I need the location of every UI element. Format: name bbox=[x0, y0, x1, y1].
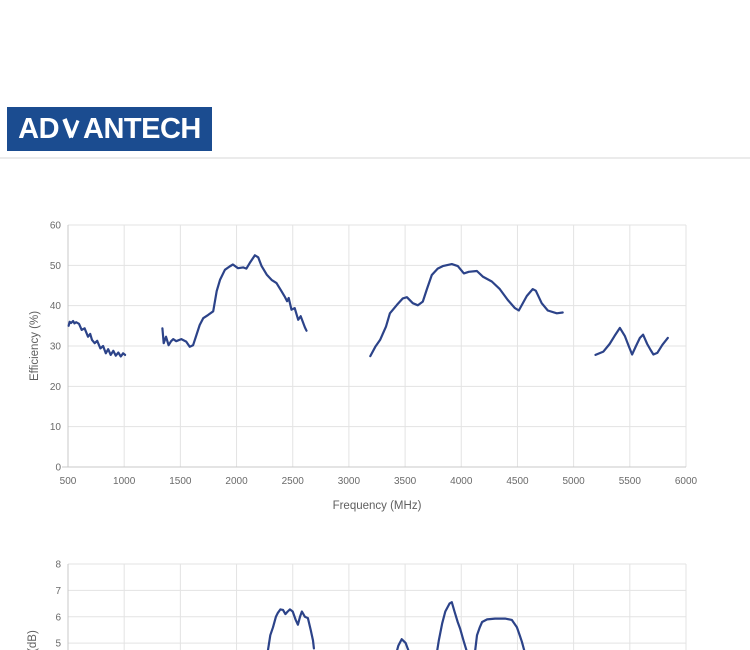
series-line-segment bbox=[369, 263, 564, 358]
y-tick-label: 30 bbox=[50, 342, 62, 353]
x-tick-label: 2000 bbox=[225, 476, 248, 487]
series-line-segment bbox=[396, 638, 410, 650]
x-tick-label: 2500 bbox=[282, 476, 305, 487]
x-tick-label: 4500 bbox=[506, 476, 529, 487]
series-line-segment bbox=[594, 326, 669, 356]
logo-text-right: ANTECH bbox=[83, 112, 201, 145]
y-axis-title: Efficiency (%) bbox=[29, 311, 41, 381]
advantech-logo: AD ANTECH bbox=[7, 107, 212, 151]
x-tick-label: 6000 bbox=[675, 476, 698, 487]
x-tick-label: 500 bbox=[60, 476, 77, 487]
y-tick-label: 40 bbox=[50, 301, 62, 312]
logo-v-mark-icon bbox=[62, 117, 80, 138]
x-axis-title: Frequency (MHz) bbox=[333, 500, 422, 512]
y-tick-label: 50 bbox=[50, 261, 62, 272]
y-tick-label: 0 bbox=[55, 463, 61, 474]
x-tick-label: 1000 bbox=[113, 476, 136, 487]
gain-chart: 5001000150020002500300035004000450050005… bbox=[27, 560, 687, 650]
series-line-segment bbox=[436, 601, 468, 650]
x-tick-label: 3000 bbox=[338, 476, 361, 487]
y-tick-label: 10 bbox=[50, 422, 62, 433]
series-line-segment bbox=[67, 319, 127, 358]
x-tick-label: 3500 bbox=[394, 476, 417, 487]
y-tick-label: 7 bbox=[55, 586, 61, 597]
efficiency-chart: 500 1000 1500 2000 2500 3000 3500 4000 4500 5000 5… bbox=[29, 221, 698, 513]
x-tick-label: 5500 bbox=[619, 476, 642, 487]
x-tick-label: 1500 bbox=[169, 476, 192, 487]
series-line-segment bbox=[474, 617, 526, 650]
header-divider bbox=[0, 157, 750, 159]
y-tick-label: 6 bbox=[55, 612, 61, 623]
x-tick-label: 5000 bbox=[563, 476, 586, 487]
series-line-segment bbox=[266, 608, 315, 650]
y-axis-title: Peak Gain (dB) bbox=[27, 630, 39, 650]
y-tick-label: 20 bbox=[50, 382, 62, 393]
y-tick-label: 60 bbox=[50, 221, 62, 232]
series-line-segment bbox=[161, 254, 308, 348]
x-tick-label: 4000 bbox=[450, 476, 473, 487]
y-tick-label: 8 bbox=[55, 560, 61, 571]
y-tick-label: 5 bbox=[55, 639, 61, 650]
logo-text-left: AD bbox=[18, 112, 60, 145]
